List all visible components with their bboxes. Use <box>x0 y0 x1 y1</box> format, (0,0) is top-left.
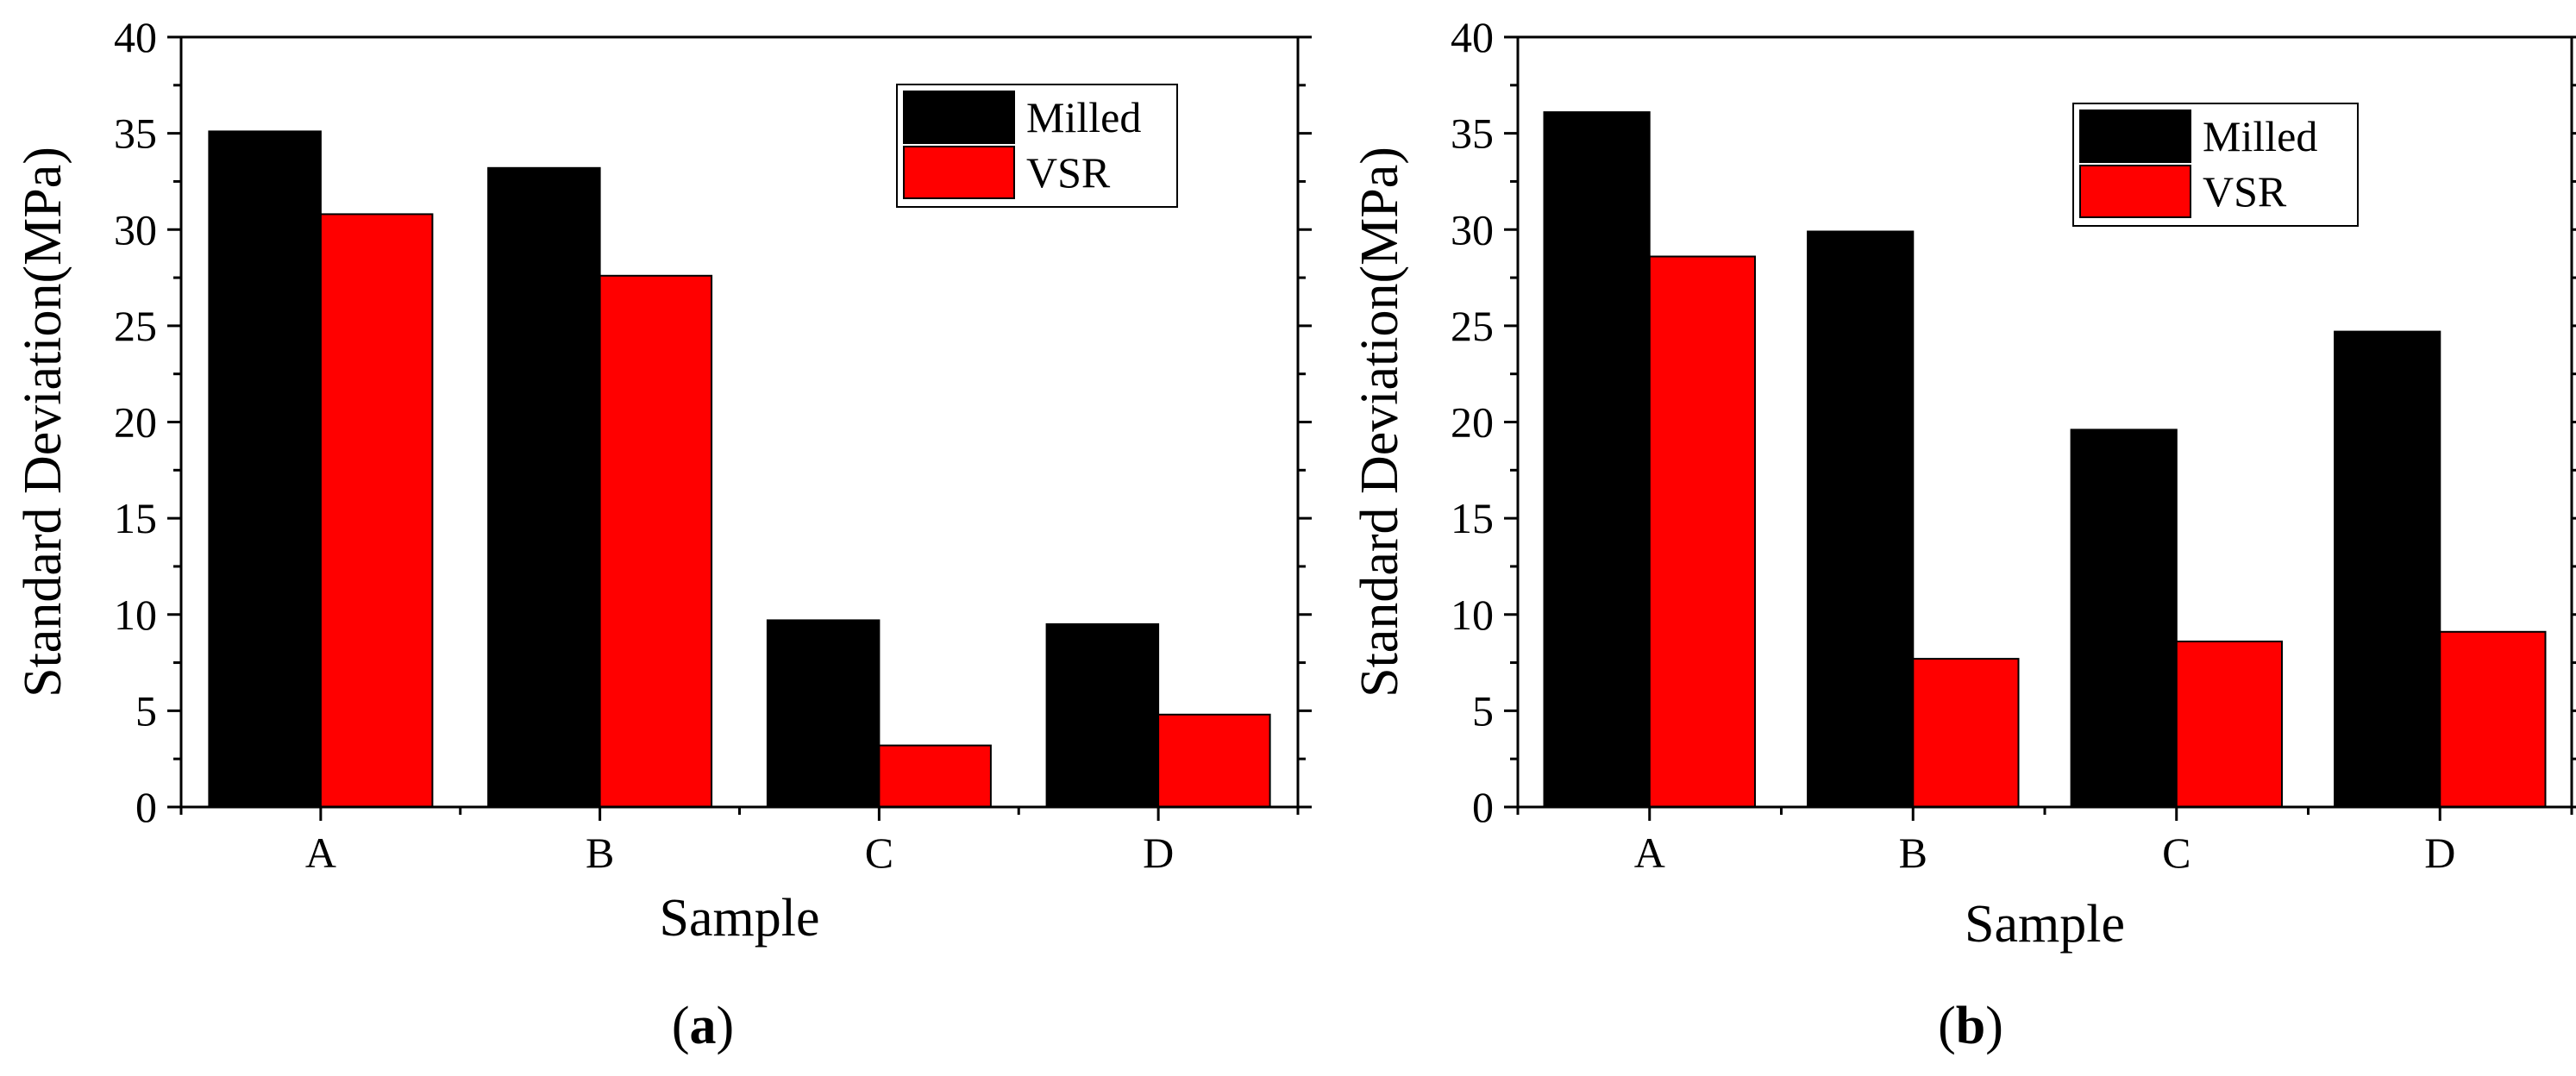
legend-label-vsr: VSR <box>1026 148 1111 197</box>
legend-swatch-vsr <box>2079 165 2191 218</box>
legend-swatch-vsr <box>903 146 1015 199</box>
y-tick-label: 20 <box>114 398 157 447</box>
x-tick-label-b: B <box>1899 829 1927 877</box>
bar-milled-a <box>208 130 322 808</box>
x-tick-label-a: A <box>1634 829 1665 877</box>
bar-milled-d <box>2334 330 2441 809</box>
x-tick-label-d: D <box>1143 829 1174 877</box>
bar-vsr-d <box>1157 713 1271 808</box>
bar-milled-c <box>766 619 881 809</box>
bar-milled-c <box>2070 429 2178 808</box>
y-tick-label: 35 <box>114 109 157 158</box>
y-tick-label: 30 <box>114 205 157 253</box>
x-tick-label-a: A <box>305 829 336 877</box>
x-tick-label-c: C <box>2162 829 2191 877</box>
y-tick-label: 0 <box>1472 783 1494 831</box>
legend-label-milled: Milled <box>1026 93 1141 141</box>
panel-caption: (b) <box>1938 997 2003 1055</box>
y-tick-label: 5 <box>135 686 157 735</box>
y-tick-label: 20 <box>1451 398 1494 447</box>
y-tick-label: 40 <box>1451 13 1494 61</box>
legend-swatch-milled <box>2079 109 2191 163</box>
y-tick-label: 15 <box>1451 494 1494 542</box>
y-axis-title: Standard Deviation(MPa) <box>14 147 72 698</box>
y-tick-label: 25 <box>1451 302 1494 350</box>
y-tick-label: 30 <box>1451 205 1494 253</box>
chart-panel-b: 0 5 10 15 20 25 30 35 40 A B C D Sample Standard Devia… <box>1351 13 2576 1055</box>
x-axis-title: Sample <box>660 889 820 948</box>
bar-milled-a <box>1543 111 1651 809</box>
y-axis-title: Standard Deviation(MPa) <box>1351 147 1409 698</box>
y-tick-label: 15 <box>114 494 157 542</box>
legend-swatch-milled <box>903 91 1015 144</box>
chart-panel-a: 0 5 10 15 20 25 30 35 40 A B C D Sample Standard Devia… <box>14 13 1312 1055</box>
bar-vsr-c <box>2175 641 2284 808</box>
bar-vsr-a <box>1648 255 1757 808</box>
bar-vsr-a <box>319 213 434 808</box>
y-tick-label: 35 <box>1451 109 1494 158</box>
y-tick-label: 10 <box>1451 591 1494 639</box>
y-tick-label: 10 <box>114 591 157 639</box>
y-tick-label: 5 <box>1472 686 1494 735</box>
legend-label-vsr: VSR <box>2203 167 2287 216</box>
y-tick-label: 40 <box>114 13 157 61</box>
x-axis-title: Sample <box>1965 895 2125 954</box>
legend-label-milled: Milled <box>2203 112 2317 160</box>
bar-vsr-b <box>1912 658 2020 808</box>
bar-vsr-d <box>2439 630 2547 808</box>
bar-milled-b <box>1807 230 1915 808</box>
y-tick-label: 0 <box>135 783 157 831</box>
bar-milled-d <box>1045 622 1160 809</box>
x-tick-label-b: B <box>586 829 614 877</box>
bar-milled-b <box>487 166 601 809</box>
bar-vsr-b <box>599 274 713 808</box>
bar-vsr-c <box>878 744 992 808</box>
x-tick-label-d: D <box>2424 829 2455 877</box>
y-tick-label: 25 <box>114 302 157 350</box>
x-tick-label-c: C <box>865 829 893 877</box>
panel-caption: (a) <box>672 997 734 1055</box>
